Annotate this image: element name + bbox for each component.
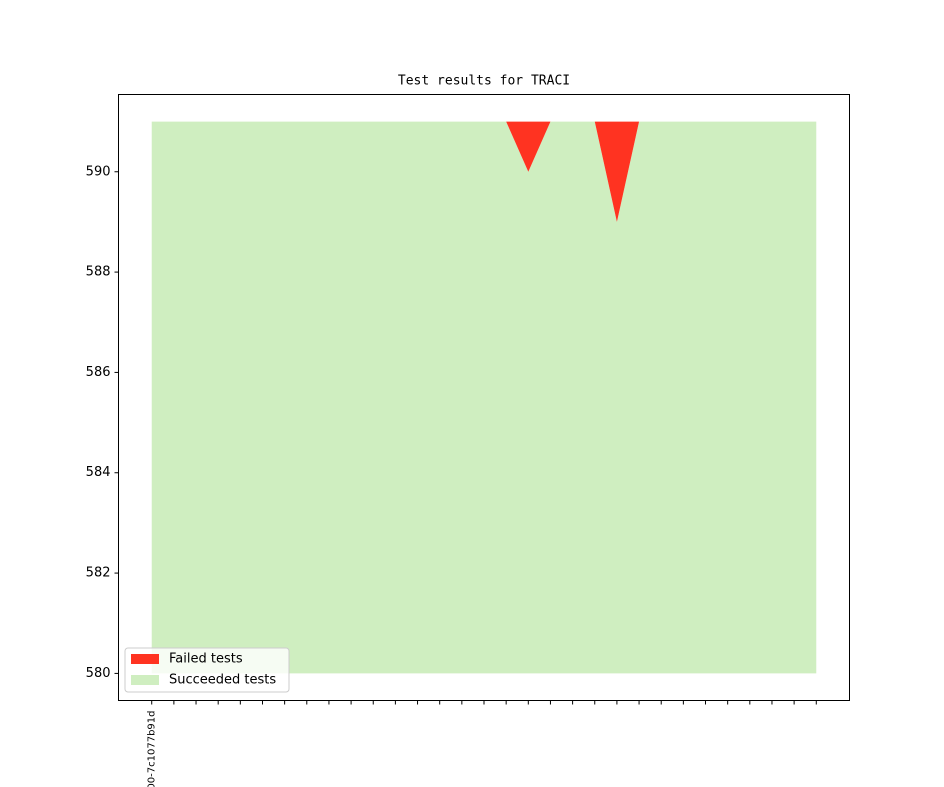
area bbox=[151, 121, 817, 674]
y-tick-label: 582 bbox=[86, 566, 111, 581]
chart-title: Test results for TRACI bbox=[398, 74, 570, 89]
y-tick-label: 586 bbox=[86, 365, 111, 380]
y-tick-label: 580 bbox=[86, 666, 111, 681]
legend: Failed tests Succeeded tests bbox=[124, 647, 290, 693]
y-tick-label: 590 bbox=[86, 164, 111, 179]
legend-swatch bbox=[131, 675, 159, 685]
legend-label: Failed tests bbox=[169, 652, 243, 667]
y-tick-label: 588 bbox=[86, 265, 111, 280]
y-tick-label: 584 bbox=[86, 465, 111, 480]
legend-label: Succeeded tests bbox=[169, 673, 276, 688]
legend-swatch bbox=[131, 654, 159, 664]
axes-frame bbox=[118, 94, 850, 701]
legend-frame bbox=[124, 647, 290, 693]
x-tick-label: 00-7c1077b91d bbox=[147, 711, 158, 787]
